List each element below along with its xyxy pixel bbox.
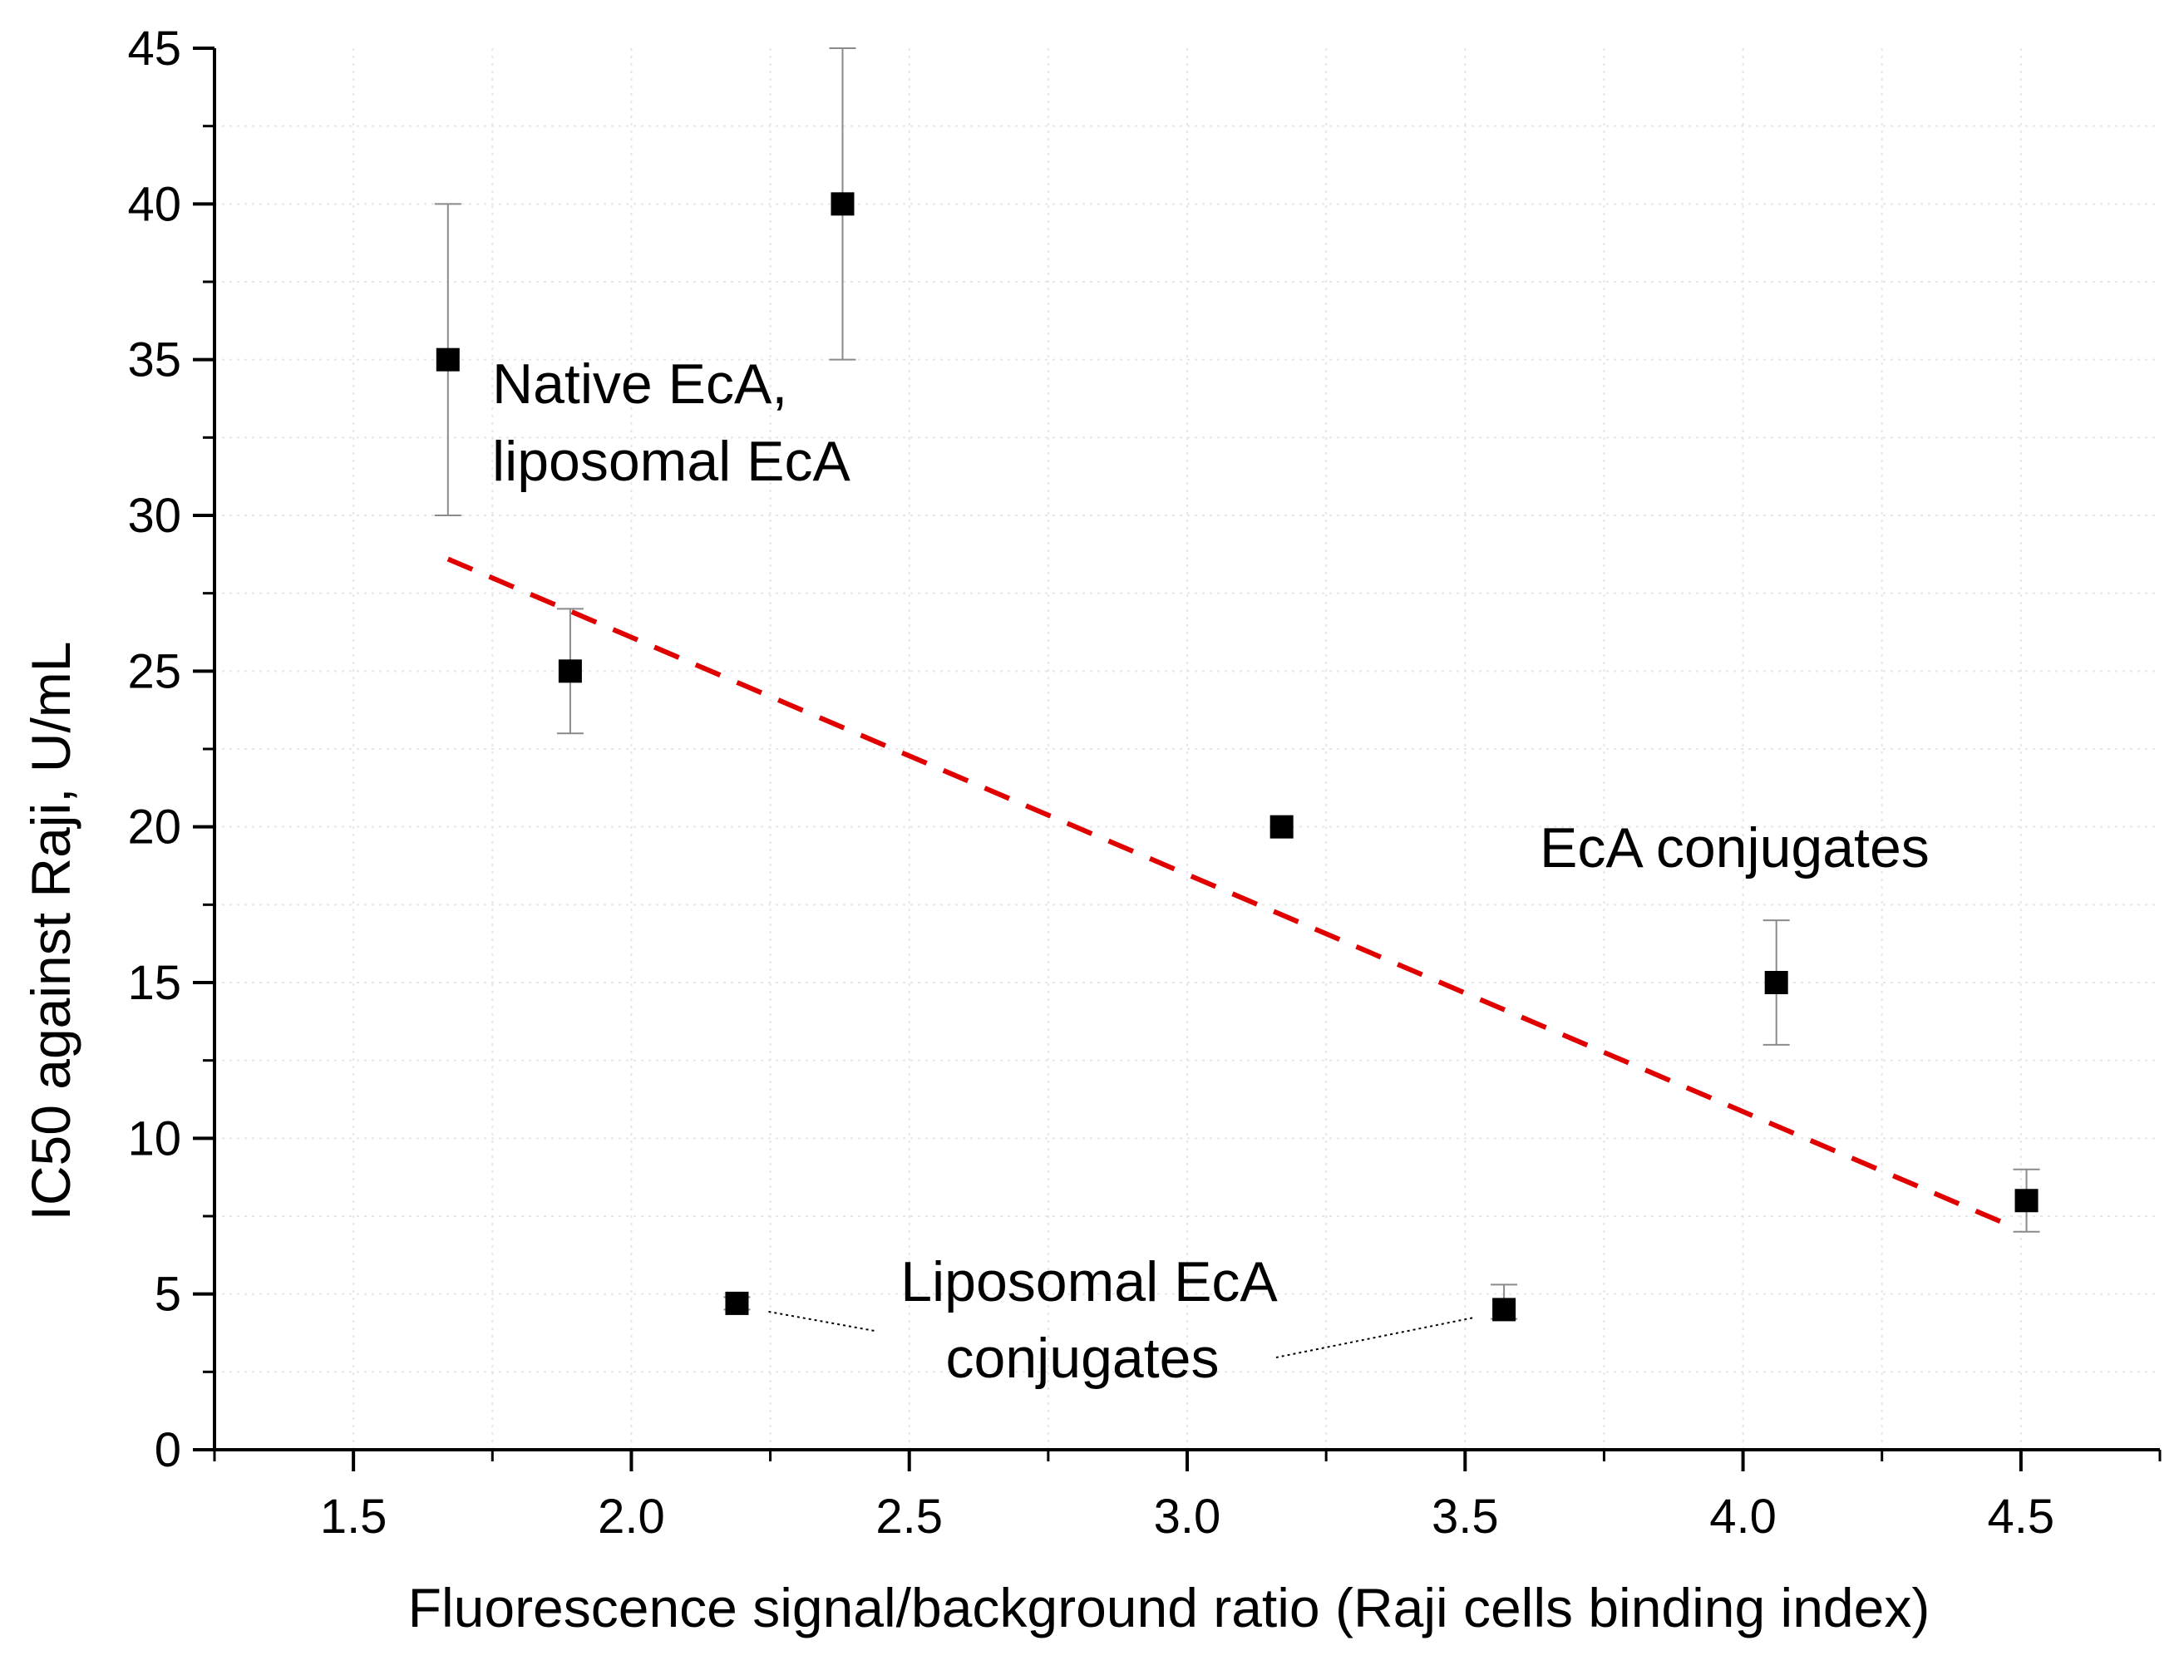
y-tick-label: 45	[127, 22, 181, 76]
data-point	[558, 659, 582, 683]
x-tick-label: 2.5	[875, 1490, 943, 1544]
leader-line-right	[1275, 1317, 1473, 1358]
annotation-liposomal-line-1: Liposomal EcA	[900, 1250, 1278, 1313]
error-bars	[434, 47, 2040, 1320]
y-tick-label: 35	[127, 333, 181, 387]
trendline	[446, 556, 2011, 1228]
data-point	[1492, 1298, 1516, 1322]
data-point	[1269, 815, 1294, 839]
trendline-layer	[446, 556, 2011, 1228]
y-axis-title: IC50 against Raji, U/mL	[20, 642, 81, 1221]
annotation-conjugates: EcA conjugates	[1540, 816, 1930, 879]
annotation-conjugates-line-1: EcA conjugates	[1540, 816, 1930, 879]
leader-line-left	[768, 1310, 875, 1332]
y-tick-label: 0	[155, 1423, 181, 1477]
y-tick-label: 15	[127, 956, 181, 1010]
data-point	[1764, 971, 1788, 994]
axes: 0 5 10 15 20 25 30 35 40 45 1.5 2.0 2.5 3.0 3.5 4.0 4.5	[127, 22, 2162, 1544]
y-tick-label: 5	[155, 1268, 181, 1322]
x-tick-label: 3.0	[1154, 1490, 1221, 1544]
y-tick-label: 10	[127, 1111, 181, 1165]
annotation-liposomal-conjugates: Liposomal EcA conjugates	[900, 1250, 1278, 1390]
annotation-liposomal-line-2: conjugates	[946, 1327, 1220, 1390]
annotation-leaders	[768, 1310, 1473, 1358]
annotation-native-line-1: Native EcA,	[492, 352, 787, 416]
data-point	[436, 347, 460, 372]
data-point	[831, 192, 855, 216]
y-tick-label: 30	[127, 489, 181, 543]
x-tick-label: 4.0	[1709, 1490, 1777, 1544]
x-axis-title: Fluorescence signal/background ratio (Ra…	[408, 1577, 1930, 1638]
y-tick-label: 40	[127, 177, 181, 231]
annotation-native-line-2: liposomal EcA	[492, 430, 850, 493]
x-tick-label: 2.0	[598, 1490, 665, 1544]
x-tick-label: 4.5	[1988, 1490, 2055, 1544]
y-tick-label: 20	[127, 801, 181, 855]
x-tick-label: 3.5	[1432, 1490, 1499, 1544]
data-point	[2014, 1189, 2039, 1213]
data-point	[725, 1291, 749, 1315]
y-tick-label: 25	[127, 644, 181, 698]
annotation-native: Native EcA, liposomal EcA	[492, 352, 850, 493]
x-tick-label: 1.5	[320, 1490, 387, 1544]
grid	[214, 48, 2160, 1450]
data-points	[436, 192, 2039, 1322]
